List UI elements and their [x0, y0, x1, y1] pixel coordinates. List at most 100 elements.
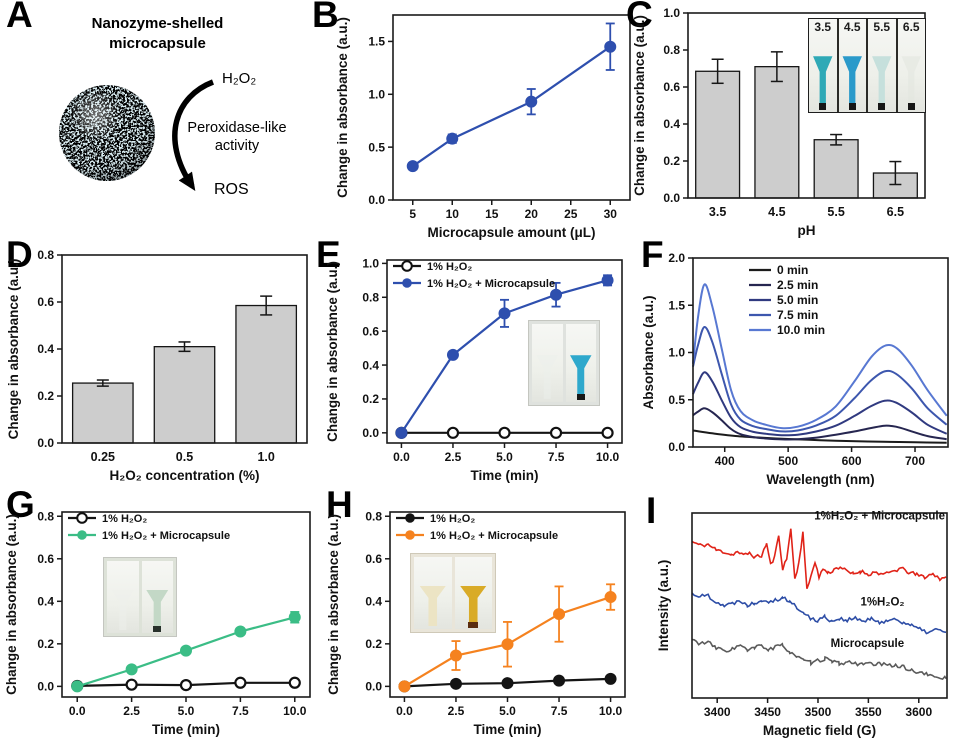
cuvette-liquid [460, 585, 487, 627]
legend-label: 1% H₂O₂ [430, 513, 475, 525]
x-tick-label: 3600 [905, 705, 932, 719]
bar [754, 66, 800, 199]
legend-item: 1% H₂O₂ + Microcapsule [68, 530, 230, 542]
panel-d-letter: D [6, 234, 33, 275]
panel-f-letter: F [641, 234, 664, 275]
y-tick-label: 1.0 [368, 87, 385, 101]
x-tick-label: 7.5 [548, 450, 565, 464]
epr-trace [691, 638, 947, 681]
chart-h-svg: 0.0 0.2 0.4 0.6 0.8 0.0 2.5 5.0 7.5 10.0 Time (min… [326, 509, 626, 737]
x-tick-label: 3450 [754, 705, 781, 719]
y-tick-label: 0.0 [668, 440, 685, 454]
x-category-label: 0.25 [91, 450, 115, 464]
y-tick-label: 0.2 [37, 637, 54, 651]
legend-label: 1% H₂O₂ [427, 261, 472, 273]
trace-label: 1%H₂O₂ + Microcapsule [814, 510, 945, 522]
legend-label: 1% H₂O₂ + Microcapsule [430, 530, 558, 542]
cuvette: 3.5 [809, 19, 837, 112]
x-tick-label: 3500 [805, 705, 832, 719]
cuvette-photo-inset-opd [410, 553, 496, 633]
y-tick-label: 0.8 [362, 290, 379, 304]
panel-i: I 3400 3450 3500 3550 3600 Magnetic field (G)… [640, 490, 955, 745]
plot-frame [392, 14, 631, 201]
epr-trace [691, 592, 947, 635]
y-tick-label: 1.5 [368, 35, 385, 49]
spectrum-curve [692, 407, 947, 441]
bar [813, 139, 859, 199]
x-tick-label: 7.5 [551, 704, 568, 718]
x-tick-label: 3550 [855, 705, 882, 719]
data-point [525, 95, 538, 108]
legend-label: 0 min [777, 263, 808, 277]
x-tick-label: 30 [604, 207, 618, 221]
chart-i-svg: 3400 3450 3500 3550 3600 Magnetic field (G) In… [656, 510, 948, 738]
panel-h: H 0.0 0.2 0.4 0.6 0.8 0.0 2.5 5.0 7.5 10.0 Time (m… [320, 484, 650, 745]
legend-item: 7.5 min [749, 308, 818, 322]
cuvette-stir-bar [878, 102, 886, 111]
data-point [601, 274, 614, 287]
panel-a-title: Nanozyme-shelled microcapsule [45, 14, 270, 53]
legend-marker [402, 278, 412, 288]
y-tick-label: 0.0 [368, 193, 385, 207]
x-tick-label: 500 [778, 454, 798, 468]
y-tick-label: 0.6 [37, 295, 54, 309]
legend-item: 1% H₂O₂ [393, 260, 472, 273]
chart-panel-g: 0.0 0.2 0.4 0.6 0.8 0.0 2.5 5.0 7.5 10.0 Time (min… [0, 490, 320, 745]
x-category-label: 5.5 [827, 205, 844, 219]
cuvette [107, 561, 139, 633]
legend-marker [401, 260, 413, 272]
data-point [406, 160, 419, 173]
y-tick-label: 0.5 [668, 393, 685, 407]
cuvette-liquid [901, 56, 921, 109]
cuvette-label: 6.5 [902, 20, 920, 34]
legend-marker [77, 530, 87, 540]
chart-f-svg: 0.0 0.5 1.0 1.5 2.0 400 500 600 700 Wavelength (n… [641, 251, 949, 487]
panel-d: D 0.0 0.2 0.4 0.6 0.8 0.25 0.5 1.0 H₂O₂ concentr… [0, 234, 320, 490]
chart-d-svg: 0.0 0.2 0.4 0.6 0.8 0.25 0.5 1.0 H₂O₂ concentrat… [6, 248, 308, 483]
chart-b-svg: 0.0 0.5 1.0 1.5 5 10 15 20 25 30 Microcapsule amou… [335, 14, 631, 240]
panel-a-letter: A [6, 0, 33, 35]
legend-marker [405, 513, 415, 523]
chart-panel-h: 0.0 0.2 0.4 0.6 0.8 0.0 2.5 5.0 7.5 10.0 Time (min… [320, 490, 650, 745]
cuvette-stir-bar [907, 102, 915, 111]
panel-g: G 0.0 0.2 0.4 0.6 0.8 0.0 2.5 5.0 7.5 10.0 Time (m… [0, 484, 320, 745]
legend-label: 7.5 min [777, 308, 818, 322]
x-tick-label: 5 [409, 207, 416, 221]
legend-label: 2.5 min [777, 278, 818, 292]
x-tick-label: 0.0 [393, 450, 410, 464]
plot-frame [692, 257, 949, 448]
y-tick-label: 0.2 [37, 389, 54, 403]
panel-a-title-line2: microcapsule [109, 34, 206, 52]
y-tick-label: 1.0 [668, 346, 685, 360]
x-axis-label: Magnetic field (G) [763, 723, 876, 738]
y-axis-label: Intensity (a.u.) [656, 560, 671, 652]
data-point [446, 132, 459, 145]
y-tick-label: 0.0 [362, 426, 379, 440]
panel-a: A Nanozyme-shelled microcapsule [0, 0, 300, 240]
x-tick-label: 700 [905, 454, 925, 468]
data-point [604, 40, 617, 53]
data-point [125, 663, 138, 676]
y-axis-label: Absorbance (a.u.) [641, 295, 656, 409]
chart-panel-c: 0.0 0.2 0.4 0.6 0.8 1.0 3.5 4.5 5.5 6.5 pH Change i… [620, 0, 955, 240]
cuvette-label: 5.5 [873, 20, 891, 34]
cuvette-stir-bar [153, 625, 162, 632]
chart-panel-b: 0.0 0.5 1.0 1.5 5 10 15 20 25 30 Microcapsule amou… [300, 0, 635, 240]
x-tick-label: 7.5 [232, 704, 249, 718]
chart-panel-f: 0.0 0.5 1.0 1.5 2.0 400 500 600 700 Wavelength (n… [635, 240, 955, 490]
plot-frame [389, 511, 626, 698]
cuvette-liquid [813, 56, 833, 109]
x-tick-label: 5.0 [496, 450, 513, 464]
x-tick-label: 20 [525, 207, 539, 221]
y-tick-label: 0.2 [663, 154, 680, 168]
data-line [412, 45, 611, 168]
cuvette [532, 324, 563, 402]
legend-label: 1% H₂O₂ + Microcapsule [102, 530, 230, 542]
legend-item: 1% H₂O₂ + Microcapsule [396, 530, 558, 542]
y-tick-label: 0.2 [365, 637, 382, 651]
legend-marker [76, 512, 88, 524]
bar [153, 346, 216, 444]
y-tick-label: 0.0 [37, 680, 54, 694]
x-category-label: 3.5 [709, 205, 726, 219]
